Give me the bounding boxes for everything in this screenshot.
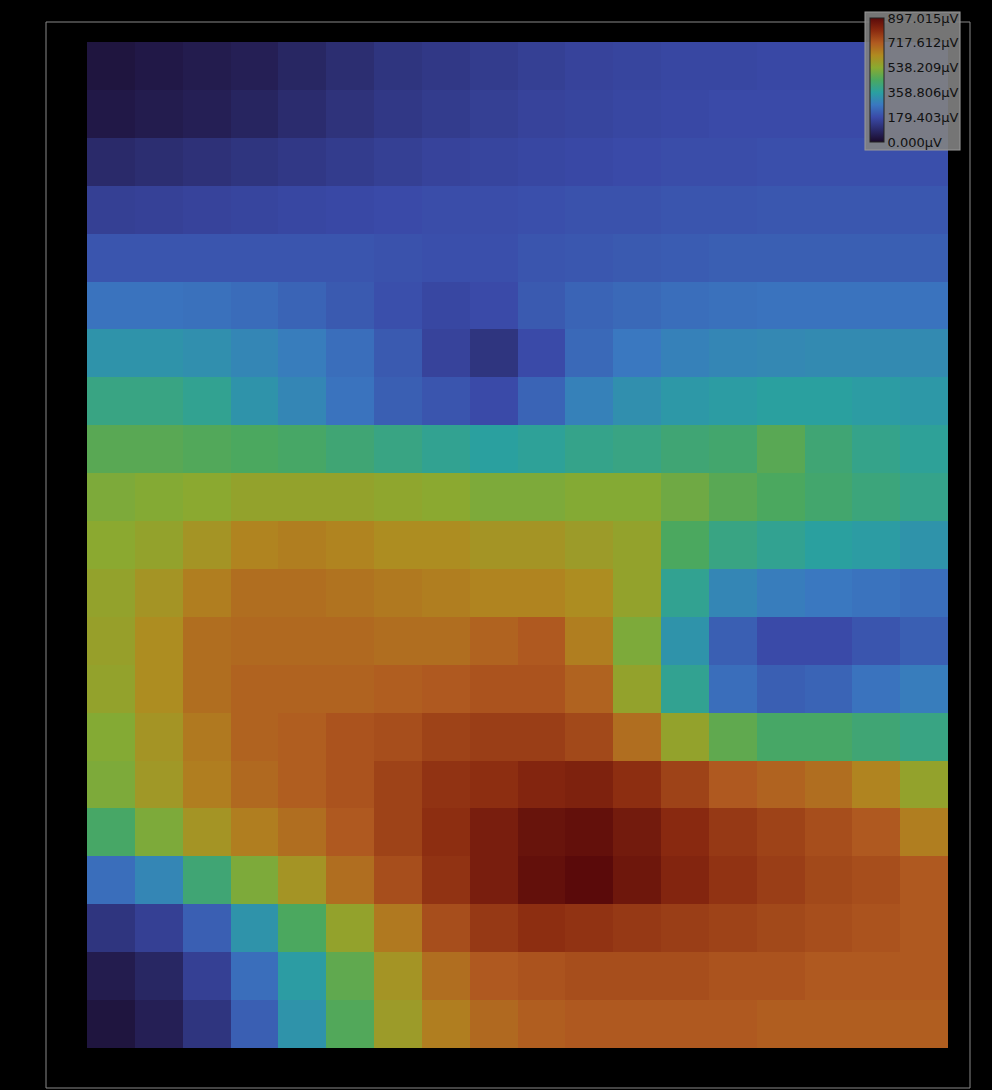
svg-text:358.806μV: 358.806μV: [888, 85, 959, 100]
svg-text:897.015μV: 897.015μV: [888, 11, 959, 26]
svg-text:538.209μV: 538.209μV: [888, 60, 959, 75]
svg-text:0.000μV: 0.000μV: [888, 135, 942, 150]
svg-text:179.403μV: 179.403μV: [888, 110, 959, 125]
svg-text:717.612μV: 717.612μV: [888, 35, 959, 50]
